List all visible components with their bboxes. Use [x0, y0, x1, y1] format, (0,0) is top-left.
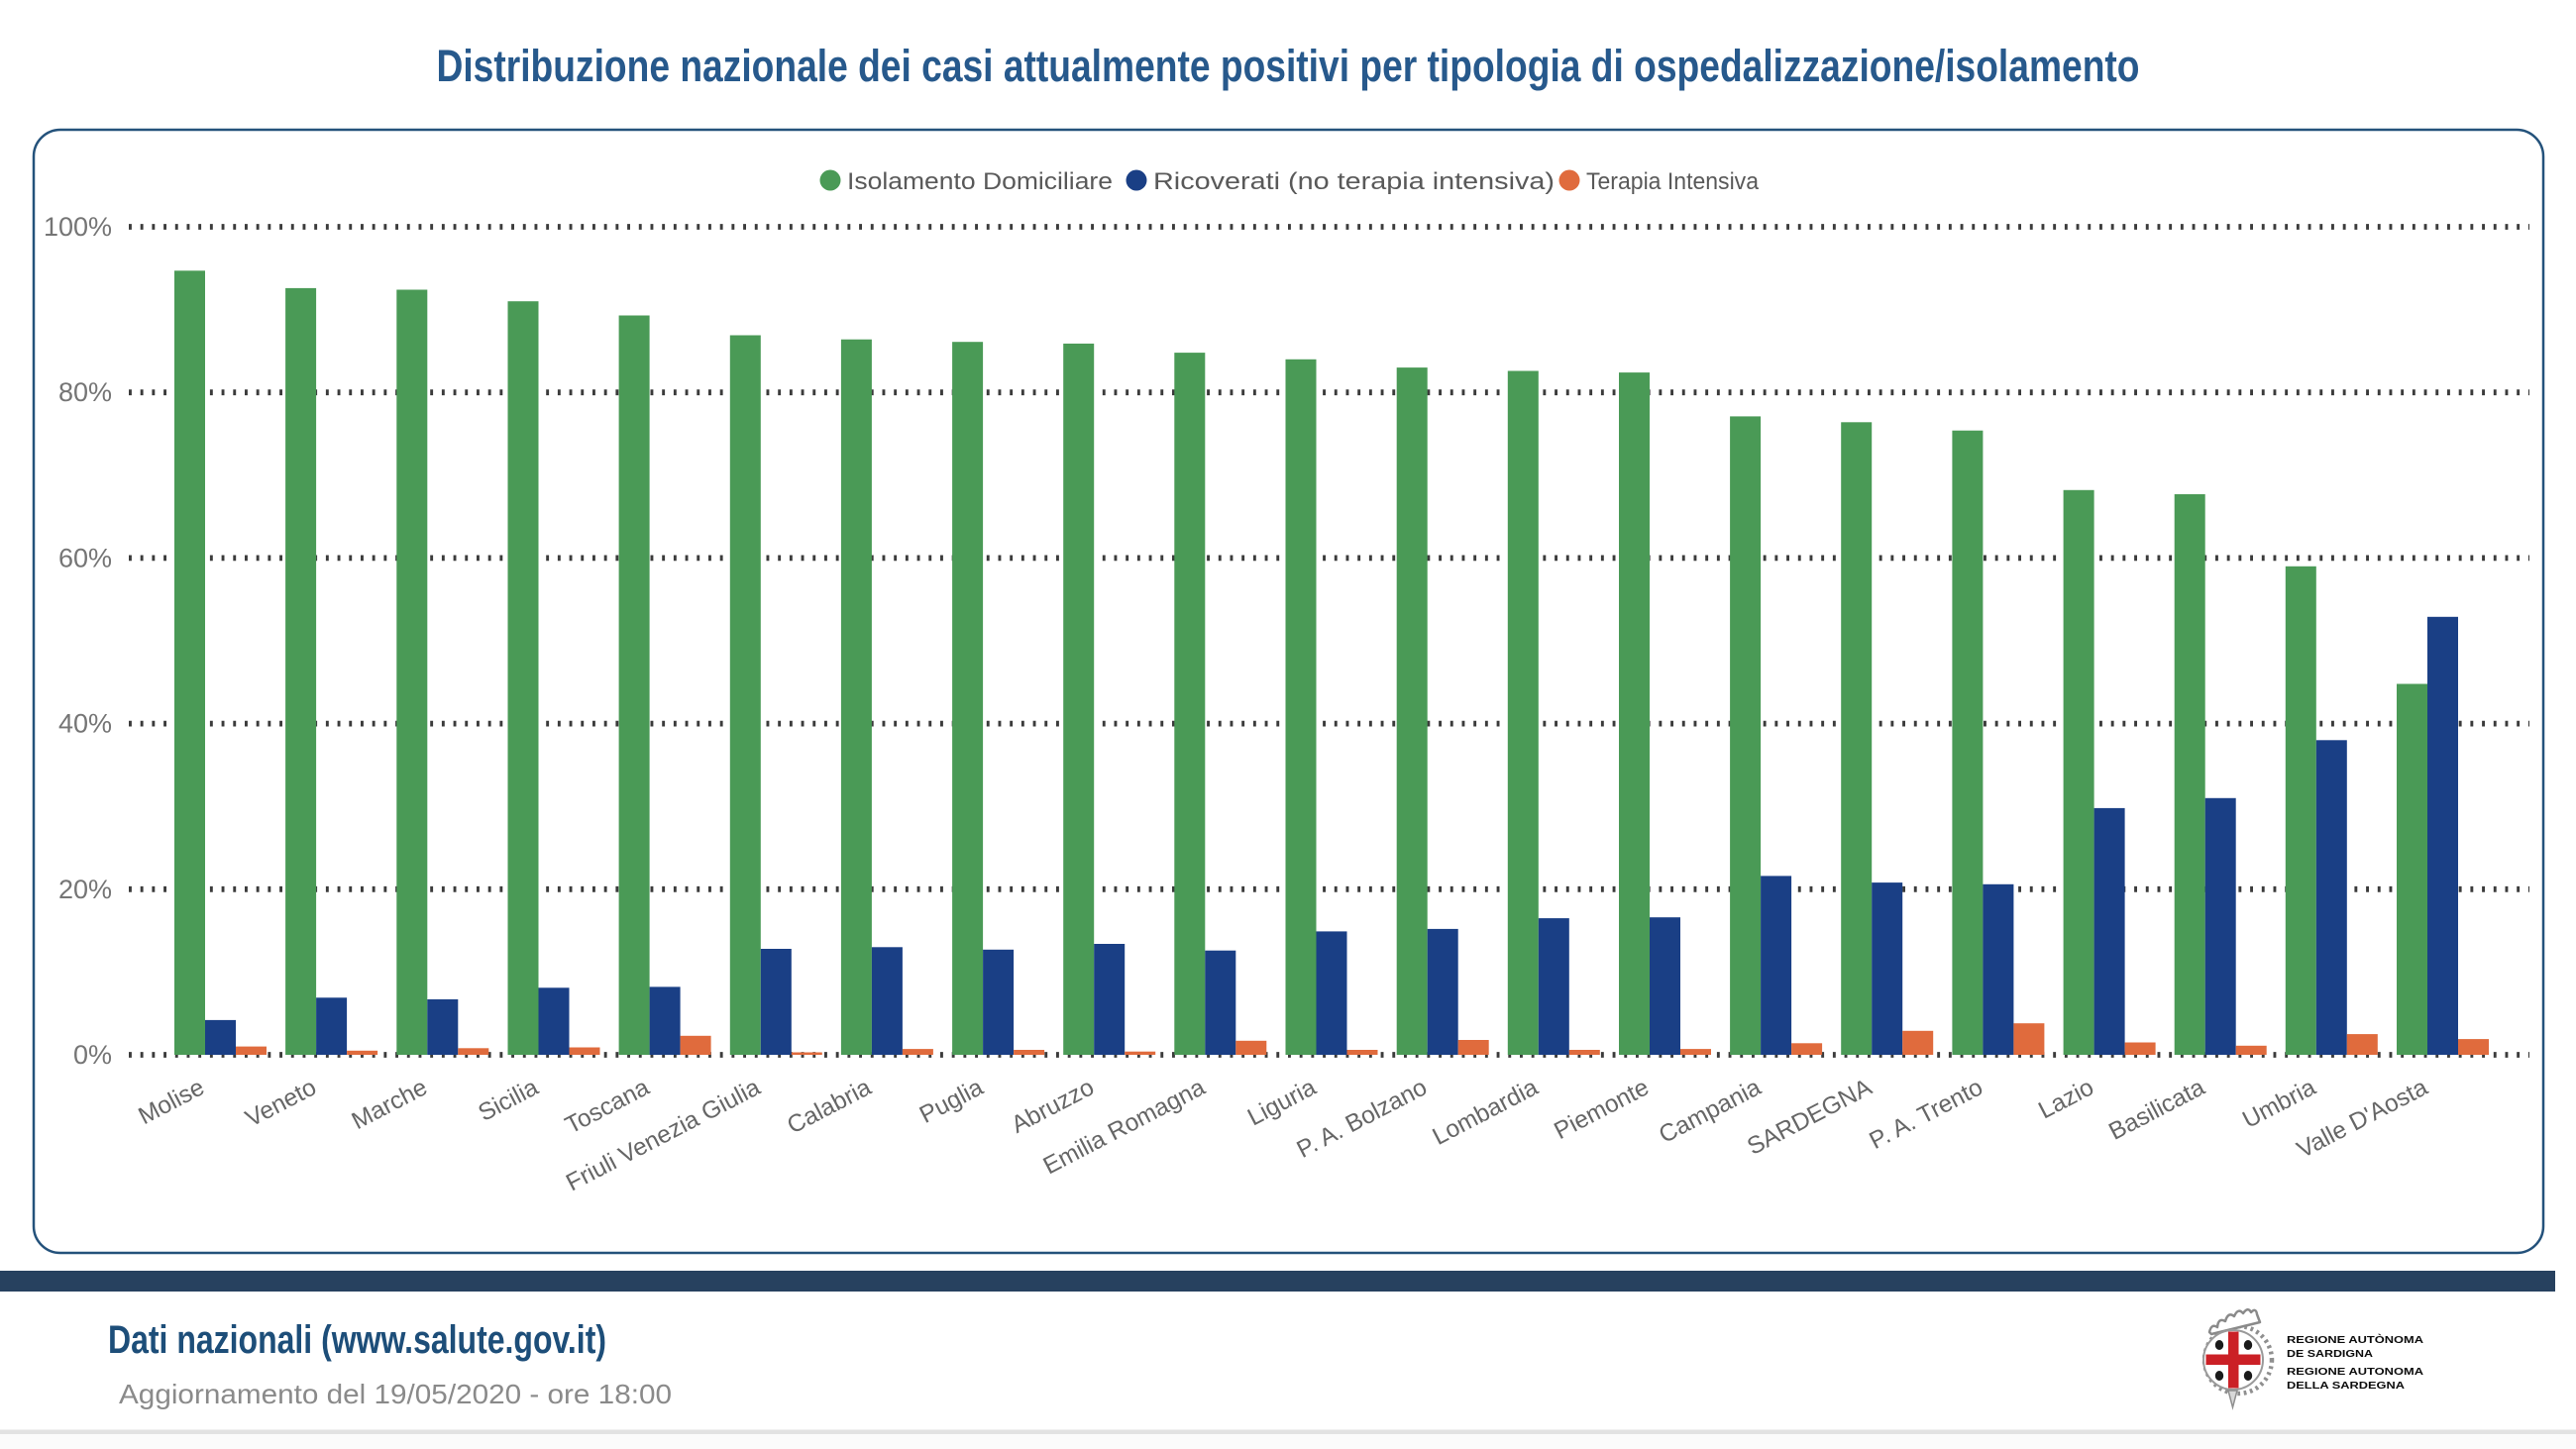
svg-text:Isolamento Domiciliare: Isolamento Domiciliare — [847, 168, 1113, 195]
svg-text:DE SARDIGNA: DE SARDIGNA — [2287, 1349, 2373, 1360]
svg-text:0%: 0% — [73, 1040, 112, 1070]
svg-text:40%: 40% — [58, 709, 112, 739]
svg-text:Aggiornamento del 19/05/2020 -: Aggiornamento del 19/05/2020 - ore 18:00 — [119, 1379, 672, 1409]
svg-text:100%: 100% — [44, 212, 112, 242]
svg-text:REGIONE AUTÒNOMA: REGIONE AUTÒNOMA — [2287, 1333, 2423, 1346]
svg-text:Terapia Intensiva: Terapia Intensiva — [1586, 168, 1760, 195]
svg-text:60%: 60% — [58, 543, 112, 572]
svg-text:DELLA SARDEGNA: DELLA SARDEGNA — [2287, 1381, 2405, 1392]
svg-text:REGIONE AUTONOMA: REGIONE AUTONOMA — [2287, 1367, 2423, 1378]
svg-text:Dati nazionali (www.salute.gov: Dati nazionali (www.salute.gov.it) — [108, 1318, 606, 1362]
svg-text:Distribuzione nazionale dei ca: Distribuzione nazionale dei casi attualm… — [437, 41, 2140, 91]
svg-text:Ricoverati (no terapia intensi: Ricoverati (no terapia intensiva) — [1153, 168, 1555, 195]
svg-text:80%: 80% — [58, 377, 112, 407]
svg-text:20%: 20% — [58, 875, 112, 904]
